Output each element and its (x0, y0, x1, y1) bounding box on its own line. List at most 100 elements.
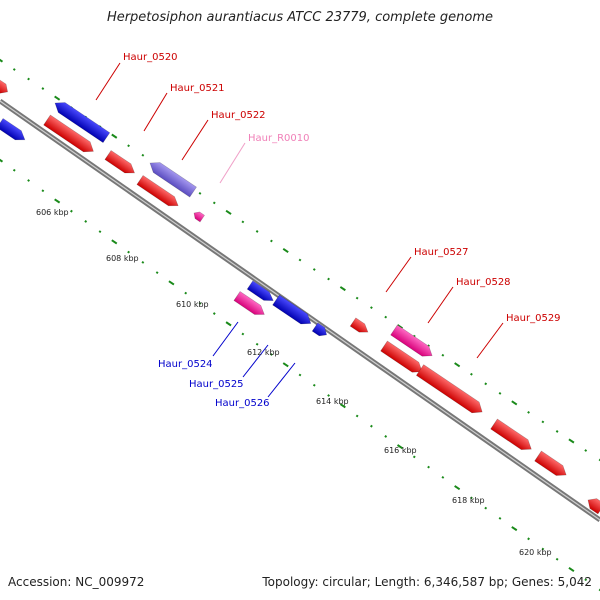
gene-label-haur-0524[interactable]: Haur_0524 (158, 359, 213, 370)
tick-dot (384, 435, 388, 438)
tick-dot (511, 400, 518, 406)
tick-dot (168, 280, 175, 286)
gene-label-haur-0529[interactable]: Haur_0529 (506, 313, 561, 324)
tick-dot (27, 179, 30, 182)
gene-haur-r0010[interactable] (192, 210, 205, 223)
gene-block-6[interactable] (136, 175, 181, 210)
tick-dot (155, 271, 159, 275)
tick-dot (270, 353, 273, 356)
gene-labels: Haur_0520 Haur_0521 Haur_0522 Haur_R0010… (123, 52, 561, 409)
gene-block-18-shape (587, 498, 600, 515)
gene-block-16-shape (490, 418, 532, 450)
tick-dot (527, 410, 530, 414)
tick-dot (568, 438, 575, 444)
leader-haur-0524 (212, 321, 239, 357)
topology-text: Topology: circular; Length: 6,346,587 bp… (262, 575, 592, 589)
gene-haur-0525[interactable] (272, 294, 315, 328)
tick-dot (41, 189, 45, 193)
gene-label-haur-0526[interactable]: Haur_0526 (215, 398, 270, 409)
tick-dot (0, 57, 4, 63)
tick-dot (511, 526, 518, 532)
leader-haur-r0010 (219, 142, 246, 184)
gene-haur-0520[interactable] (52, 98, 111, 144)
tick-dot (470, 372, 473, 376)
tick-dot (454, 362, 461, 368)
gene-block-15[interactable] (415, 364, 485, 418)
leader-haur-0522 (181, 119, 209, 161)
tick-dot (198, 301, 202, 305)
tick-dot (98, 230, 102, 234)
tick-dot (127, 250, 130, 254)
gene-label-haur-0520[interactable]: Haur_0520 (123, 52, 178, 63)
tick-dot (384, 315, 388, 319)
gene-block-17-shape (534, 450, 567, 476)
tick-dot (12, 168, 16, 172)
tick-dot (282, 247, 289, 253)
gene-haur-0522[interactable] (147, 158, 197, 198)
gene-label-haur-0525[interactable]: Haur_0525 (189, 379, 244, 390)
gene-block-4-shape (104, 150, 135, 174)
tick-label-614: 614 kbp (316, 397, 349, 406)
tick-dot (184, 291, 188, 295)
tick-dot (212, 312, 216, 315)
gene-haur-0524-shape (233, 291, 265, 315)
gene-block-17[interactable] (534, 450, 570, 480)
gene-block-2[interactable] (0, 118, 28, 144)
tick-dot (241, 220, 245, 224)
tick-dot (584, 449, 588, 452)
gene-haur-0524[interactable] (233, 291, 268, 319)
map-title: Herpetosiphon aurantiacus ATCC 23779, co… (106, 10, 494, 25)
tick-dot (355, 296, 359, 300)
gene-label-haur-0521[interactable]: Haur_0521 (170, 83, 225, 94)
gene-label-haur-0527[interactable]: Haur_0527 (414, 247, 469, 258)
tick-dot (339, 403, 346, 409)
tick-dot (225, 321, 232, 327)
gene-haur-0521[interactable] (43, 114, 97, 156)
gene-block-0[interactable] (0, 79, 11, 96)
tick-dot (111, 133, 118, 139)
tick-row-dots-inner (0, 157, 600, 592)
gene-block-16[interactable] (490, 418, 535, 454)
gene-label-haur-0522[interactable]: Haur_0522 (211, 110, 266, 121)
tick-label-616: 616 kbp (384, 446, 417, 455)
leader-haur-0526 (267, 362, 296, 398)
gene-haur-0529[interactable] (380, 340, 426, 377)
gene-label-haur-0528[interactable]: Haur_0528 (456, 277, 511, 288)
gene-label-haur-r0010[interactable]: Haur_R0010 (248, 133, 310, 144)
tick-dot (598, 458, 600, 462)
leader-haur-0521 (143, 92, 168, 132)
tick-label-610: 610 kbp (176, 300, 209, 309)
leader-haur-0528 (427, 286, 454, 324)
tick-dot (498, 391, 502, 395)
gene-block-4[interactable] (104, 150, 138, 177)
gene-haur-0527[interactable] (349, 317, 371, 336)
tick-dot (255, 342, 259, 346)
tick-dot (111, 239, 118, 245)
label-leaders (95, 62, 504, 398)
tick-dot (484, 382, 488, 386)
tick-dot (12, 68, 16, 71)
tick-dot (339, 286, 346, 292)
tick-dot (541, 420, 545, 424)
tick-dot (54, 95, 61, 101)
gene-haur-0528[interactable] (390, 324, 436, 361)
tick-dot (454, 485, 461, 491)
tick-dot (241, 332, 245, 336)
tick-dot (198, 191, 202, 195)
gene-block-18[interactable] (585, 495, 600, 515)
gene-block-0-shape (0, 79, 8, 94)
tick-label-618: 618 kbp (452, 496, 485, 505)
gene-haur-r0010-shape (193, 211, 205, 223)
tick-dot (470, 496, 473, 500)
tick-dot (270, 239, 273, 243)
tick-dot (541, 547, 545, 551)
tick-dot (441, 475, 445, 479)
tick-dot (355, 414, 359, 418)
gene-block-9[interactable] (246, 280, 276, 305)
gene-block-15-shape (415, 364, 483, 414)
gene-haur-0526[interactable] (311, 322, 329, 339)
tick-dot (370, 424, 373, 428)
tick-dot (0, 157, 4, 163)
gene-haur-0525-shape (272, 294, 312, 325)
